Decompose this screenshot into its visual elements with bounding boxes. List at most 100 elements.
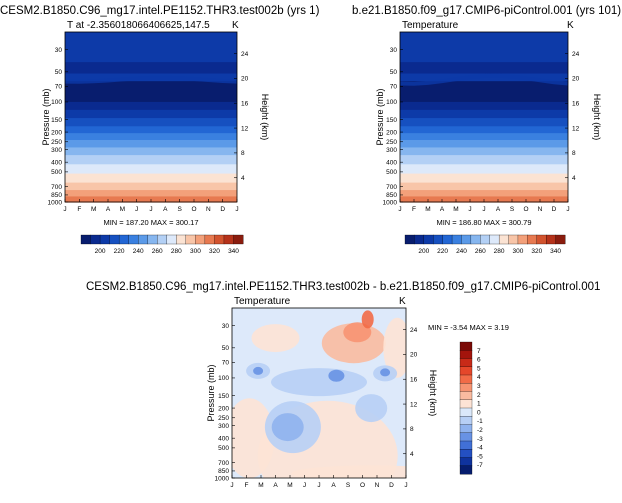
panel-1-title: CESM2.B1850.C96_mg17.intel.PE1152.THR3.t… <box>0 5 320 17</box>
colorbar-swatch <box>451 234 462 245</box>
temperature-band <box>400 101 568 111</box>
colorbar-swatch <box>166 234 177 245</box>
x-tick-label: D <box>552 206 557 213</box>
colorbar-swatch <box>459 391 473 401</box>
colorbar-label: 2 <box>477 392 481 399</box>
colorbar-label: 7 <box>477 348 481 355</box>
x-tick-label: J <box>303 482 306 489</box>
y-tick-label: 100 <box>386 99 397 106</box>
panel-3-units: K <box>399 296 406 307</box>
x-tick-label: O <box>523 206 528 213</box>
x-tick-label: A <box>331 482 336 489</box>
colorbar-swatch <box>233 234 244 245</box>
y-right-tick-label: 24 <box>241 51 249 58</box>
colorbar-swatch <box>555 234 566 245</box>
x-tick-label: J <box>149 206 152 213</box>
y-tick-label: 850 <box>386 192 397 199</box>
y-tick-label: 850 <box>51 192 62 199</box>
x-tick-label: F <box>412 206 416 213</box>
colorbar-label: -2 <box>477 427 483 434</box>
colorbar-swatch <box>459 416 473 425</box>
colorbar-label: 340 <box>550 248 561 255</box>
colorbar-swatch <box>414 234 425 245</box>
x-tick-label: J <box>135 206 138 213</box>
y-tick-label: 850 <box>218 468 229 475</box>
panel-1: CESM2.B1850.C96_mg17.intel.PE1152.THR3.t… <box>0 5 320 255</box>
panel-3-field <box>232 308 406 478</box>
x-tick-label: N <box>375 482 380 489</box>
colorbar-label: 300 <box>512 248 523 255</box>
colorbar-swatch <box>80 234 91 245</box>
colorbar-swatch <box>459 358 473 368</box>
colorbar-label: -7 <box>477 462 483 469</box>
colorbar-swatch <box>147 234 158 245</box>
colorbar-swatch <box>498 234 509 245</box>
colorbar-label: 220 <box>437 248 448 255</box>
temperature-band <box>400 139 568 149</box>
colorbar-swatch <box>459 399 473 409</box>
y-right-tick-label: 12 <box>410 401 418 408</box>
y-tick-label: 70 <box>55 84 63 91</box>
colorbar-swatch <box>204 234 215 245</box>
y-tick-label: 700 <box>386 184 397 191</box>
panel-1-units: K <box>232 20 239 31</box>
colorbar-swatch <box>138 234 149 245</box>
panel-2-subtitle: Temperature <box>402 20 459 31</box>
y-tick-label: 30 <box>222 323 230 330</box>
temperature-band <box>65 190 237 198</box>
y-tick-label: 200 <box>218 405 229 412</box>
panel-3-stats: MIN = -3.54 MAX = 3.19 <box>428 323 509 332</box>
colorbar-label: 220 <box>114 248 125 255</box>
x-tick-label: M <box>425 206 430 213</box>
colorbar-swatch <box>459 341 473 351</box>
y-tick-label: 150 <box>218 393 229 400</box>
temperature-band <box>400 147 568 156</box>
colorbar-label: 260 <box>475 248 486 255</box>
panel-1-y-ticks-right: 24 20 16 12 8 4 <box>234 51 249 182</box>
difference-anomaly <box>251 324 300 353</box>
y-tick-label: 200 <box>386 129 397 136</box>
panel-2-ylabel-right: Height (km) <box>592 94 602 141</box>
colorbar-swatch <box>459 432 473 442</box>
y-tick-label: 50 <box>55 69 63 76</box>
colorbar-swatch <box>461 234 472 245</box>
colorbar-label: 240 <box>456 248 467 255</box>
y-tick-label: 300 <box>386 147 397 154</box>
y-right-tick-label: 4 <box>410 451 414 458</box>
panel-3-colorbar: 7 65 4 3 2 10 -1 -2 -3 -4-5 -7 <box>459 341 483 475</box>
y-tick-label: 100 <box>218 375 229 382</box>
colorbar-label: 320 <box>209 248 220 255</box>
x-tick-label: M <box>258 482 263 489</box>
x-tick-label: N <box>206 206 211 213</box>
y-tick-label: 500 <box>218 445 229 452</box>
x-tick-label: F <box>245 482 249 489</box>
difference-anomaly <box>291 465 406 478</box>
colorbar-swatch <box>459 465 473 475</box>
colorbar-label: 200 <box>418 248 429 255</box>
temperature-band <box>65 81 237 103</box>
colorbar-label: 200 <box>95 248 106 255</box>
x-tick-label: O <box>360 482 365 489</box>
colorbar-swatch <box>517 234 528 245</box>
colorbar-swatch <box>442 234 453 245</box>
difference-anomaly <box>271 413 304 442</box>
x-tick-label: A <box>273 482 278 489</box>
panel-1-ylabel-right: Height (km) <box>260 94 270 141</box>
panel-2-y-ticks-right: 24 20 16 12 8 4 <box>565 51 580 182</box>
difference-anomaly <box>343 322 372 343</box>
colorbar-swatch <box>459 424 473 434</box>
x-tick-label: J <box>482 206 485 213</box>
temperature-band <box>400 173 568 184</box>
colorbar-swatch <box>118 234 130 245</box>
colorbar-swatch <box>527 234 538 245</box>
difference-anomaly <box>361 310 374 329</box>
panel-2-ylabel: Pressure (mb) <box>375 88 385 145</box>
difference-anomaly <box>232 398 275 478</box>
y-right-tick-label: 8 <box>241 150 245 157</box>
y-tick-label: 250 <box>51 139 62 146</box>
temperature-band <box>400 133 568 141</box>
y-tick-label: 1000 <box>48 199 63 206</box>
